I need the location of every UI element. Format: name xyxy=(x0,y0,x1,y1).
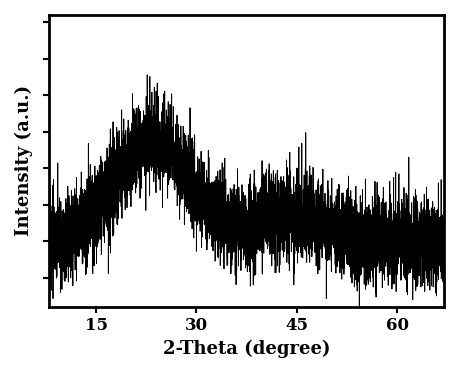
X-axis label: 2-Theta (degree): 2-Theta (degree) xyxy=(163,340,330,358)
Y-axis label: Intensity (a.u.): Intensity (a.u.) xyxy=(15,85,33,236)
